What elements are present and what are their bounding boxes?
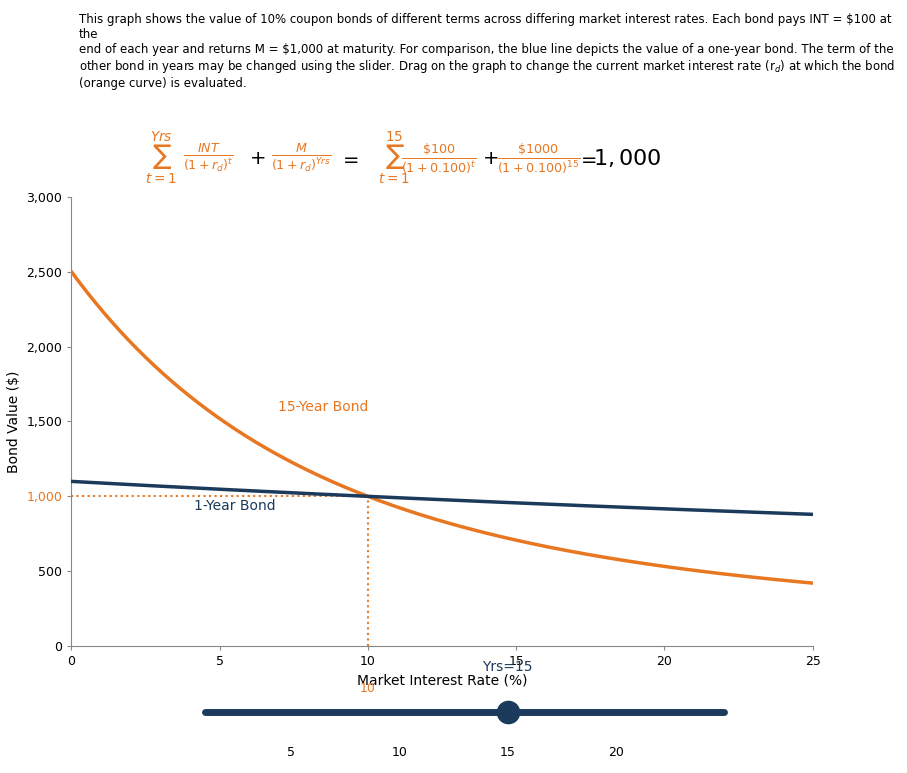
Text: 1-Year Bond: 1-Year Bond bbox=[194, 499, 276, 512]
Text: 20: 20 bbox=[608, 746, 624, 758]
Y-axis label: Bond Value ($): Bond Value ($) bbox=[7, 370, 21, 472]
Text: $+$: $+$ bbox=[483, 148, 499, 168]
Text: $\frac{\$1000}{(1+0.100)^{15}}$: $\frac{\$1000}{(1+0.100)^{15}}$ bbox=[497, 141, 580, 175]
X-axis label: Market Interest Rate (%): Market Interest Rate (%) bbox=[356, 674, 527, 688]
Text: $\frac{INT}{(1+r_d)^t}$: $\frac{INT}{(1+r_d)^t}$ bbox=[183, 142, 234, 175]
Text: $\sum_{t=1}^{15}$: $\sum_{t=1}^{15}$ bbox=[378, 130, 410, 186]
Text: 10: 10 bbox=[360, 682, 375, 695]
Text: $\frac{M}{(1+r_d)^{Yrs}}$: $\frac{M}{(1+r_d)^{Yrs}}$ bbox=[271, 142, 331, 175]
Text: $\frac{\$100}{(1+0.100)^t}$: $\frac{\$100}{(1+0.100)^t}$ bbox=[401, 141, 476, 175]
Text: 10: 10 bbox=[392, 746, 407, 758]
Text: 15: 15 bbox=[500, 746, 515, 758]
Text: 15-Year Bond: 15-Year Bond bbox=[278, 400, 368, 414]
Text: 5: 5 bbox=[288, 746, 296, 758]
Text: $+$: $+$ bbox=[249, 148, 265, 168]
Text: Yrs=15: Yrs=15 bbox=[483, 660, 532, 674]
Text: This graph shows the value of 10% coupon bonds of different terms across differi: This graph shows the value of 10% coupon… bbox=[79, 13, 895, 90]
Text: $=$: $=$ bbox=[339, 148, 359, 168]
Text: $=$: $=$ bbox=[577, 148, 597, 168]
Text: $1,000$: $1,000$ bbox=[593, 148, 662, 169]
Text: $\sum_{t=1}^{Yrs}$: $\sum_{t=1}^{Yrs}$ bbox=[144, 130, 176, 186]
